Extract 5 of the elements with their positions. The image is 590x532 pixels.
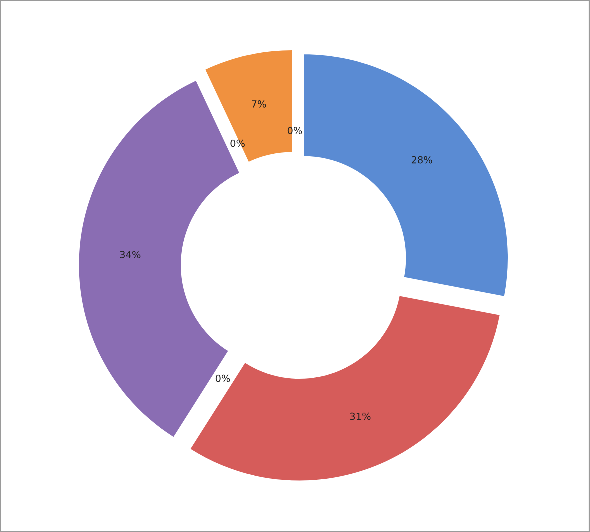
- data-label: 34%: [120, 251, 141, 258]
- data-label: 7%: [252, 100, 266, 108]
- data-label: 28%: [412, 156, 432, 164]
- data-label: 31%: [350, 412, 371, 420]
- text: 0%: [216, 374, 230, 382]
